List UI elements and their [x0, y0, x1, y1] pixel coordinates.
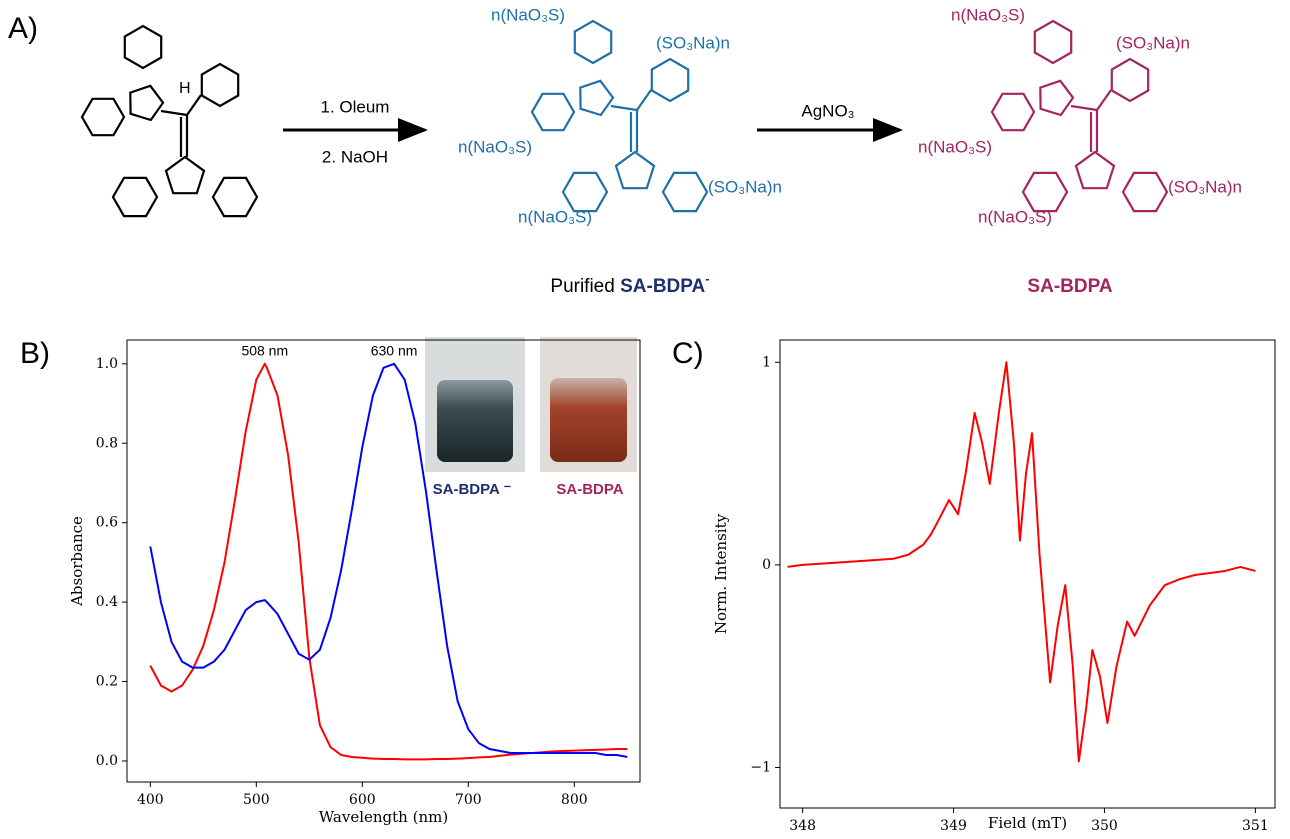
peak-label: 630 nm [371, 343, 418, 359]
x-tick-label: 400 [137, 792, 164, 808]
y-tick-label: −1 [750, 759, 771, 775]
ring [614, 150, 656, 190]
ring [561, 171, 609, 213]
y-tick-label: 0.2 [96, 674, 118, 690]
y-tick-label: 0 [762, 557, 771, 573]
ring [1039, 79, 1075, 117]
inset-label: SA-BDPA [556, 481, 623, 498]
peak-label: 508 nm [241, 343, 288, 359]
data-line [149, 362, 628, 758]
plot-frame [126, 339, 641, 783]
caption: SA-BDPA [1027, 276, 1112, 297]
substituent: (SO₃Na)n [1168, 177, 1242, 196]
reagent: AgNO₃ [801, 101, 854, 120]
substituent: n(NaO₃S) [951, 5, 1025, 24]
ring [530, 92, 576, 132]
ring [1110, 57, 1150, 103]
substituent: n(NaO₃S) [978, 207, 1052, 226]
inset-photos [425, 337, 637, 472]
x-tick-label: 700 [455, 792, 482, 808]
bond [1070, 104, 1098, 112]
data-line [149, 362, 628, 761]
y-tick-label: 0.8 [96, 435, 118, 451]
substituent: n(NaO₃S) [458, 137, 532, 156]
substituent: n(NaO₃S) [518, 207, 592, 226]
substituent: n(NaO₃S) [918, 137, 992, 156]
y-tick-label: 0.4 [96, 594, 118, 610]
ring [650, 57, 690, 103]
vial [550, 378, 627, 462]
y-tick-label: 0.0 [96, 753, 118, 769]
substituent: n(NaO₃S) [491, 5, 565, 24]
atom-label: H [179, 80, 191, 97]
ring [123, 24, 163, 70]
data-line [787, 361, 1256, 763]
x-tick-label: 600 [349, 792, 376, 808]
inset-label: SA-BDPA ⁻ [433, 481, 512, 498]
ring [200, 62, 240, 108]
plot-frame [779, 339, 1276, 809]
y-tick-label: 1 [762, 354, 771, 370]
ring [164, 155, 206, 195]
vial [437, 380, 513, 462]
caption-prefix: Purified [550, 276, 620, 297]
caption-name: SA-BDPA [620, 276, 705, 297]
ring [1074, 150, 1116, 190]
structure [80, 24, 259, 218]
ring [80, 97, 126, 137]
ring [573, 19, 613, 65]
x-axis-label: Wavelength (nm) [319, 808, 448, 826]
ring [990, 92, 1036, 132]
ring [661, 171, 709, 213]
x-tick-label: 351 [1242, 818, 1269, 834]
x-tick-label: 500 [243, 792, 270, 808]
bond [1096, 89, 1112, 111]
panel-label: B) [20, 337, 50, 370]
ring [579, 79, 615, 117]
x-tick-label: 350 [1091, 818, 1118, 834]
bond [186, 94, 202, 116]
bond [160, 109, 188, 117]
y-axis-label: Absorbance [68, 516, 86, 607]
structure [990, 19, 1169, 213]
x-tick-label: 348 [789, 818, 816, 834]
reagent: 1. Oleum [321, 97, 390, 116]
ring [1021, 171, 1069, 213]
caption: Purified SA-BDPA- [550, 271, 709, 297]
x-tick-label: 349 [940, 818, 967, 834]
ring [211, 176, 259, 218]
panel-label: A) [8, 12, 38, 45]
y-tick-label: 1.0 [96, 356, 118, 372]
panel-label: C) [672, 337, 704, 370]
bond [610, 104, 638, 112]
y-axis-label: Norm. Intensity [712, 513, 730, 634]
reagent: 2. NaOH [322, 147, 388, 166]
structure [530, 19, 709, 213]
ring [1033, 19, 1073, 65]
x-axis-label: Field (mT) [988, 814, 1067, 832]
caption-charge: - [705, 271, 709, 286]
substituent: (SO₃Na)n [656, 33, 730, 52]
y-tick-label: 0.6 [96, 515, 118, 531]
substituent: (SO₃Na)n [708, 177, 782, 196]
ring [111, 176, 159, 218]
ring [1121, 171, 1169, 213]
ring [129, 84, 165, 122]
x-tick-label: 800 [561, 792, 588, 808]
substituent: (SO₃Na)n [1116, 33, 1190, 52]
bond [636, 89, 652, 111]
